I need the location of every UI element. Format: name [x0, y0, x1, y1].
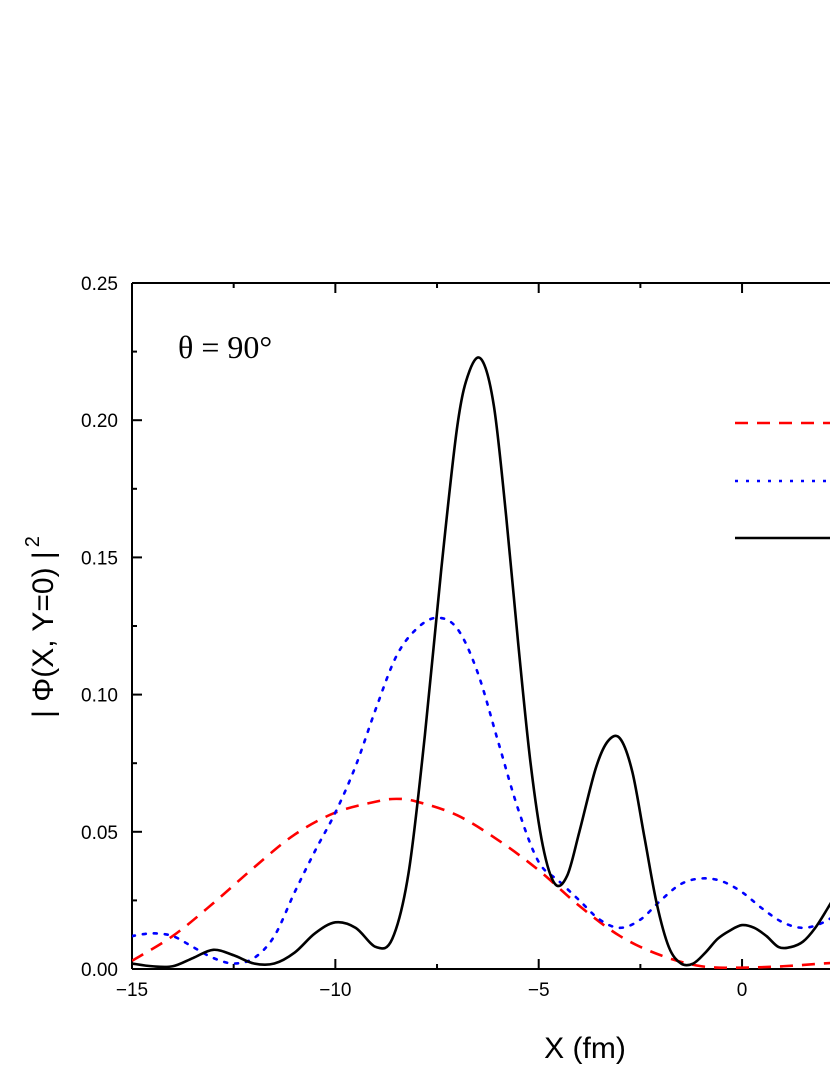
y-axis-title-superscript: 2: [22, 536, 44, 547]
tick-labels: −15−10−5050.000.050.100.150.200.25: [81, 274, 748, 1001]
series-line-dashed: [132, 797, 830, 969]
series-line-solid: [132, 356, 830, 969]
x-tick-label: −5: [528, 980, 550, 1001]
y-tick-label: 0.05: [81, 823, 118, 844]
y-tick-label: 0.25: [81, 274, 118, 295]
theta-annotation: θ = 90°: [178, 329, 272, 365]
y-tick-label: 0.15: [81, 548, 118, 569]
x-axis-title: X (fm): [544, 1032, 626, 1065]
y-tick-label: 0.10: [81, 686, 118, 707]
y-axis-title: | Φ(X, Y=0) | 2: [22, 536, 60, 718]
y-tick-label: 0.20: [81, 411, 118, 432]
x-tick-label: −10: [319, 980, 351, 1001]
y-tick-label: 0.00: [81, 960, 118, 981]
x-tick-label: −15: [116, 980, 148, 1001]
y-axis-title-main: | Φ(X, Y=0) |: [27, 551, 60, 718]
ticks: [131, 282, 744, 970]
x-tick-label: 0: [737, 980, 748, 1001]
series-layer: [132, 356, 830, 969]
series-line-dotted: [132, 616, 830, 965]
